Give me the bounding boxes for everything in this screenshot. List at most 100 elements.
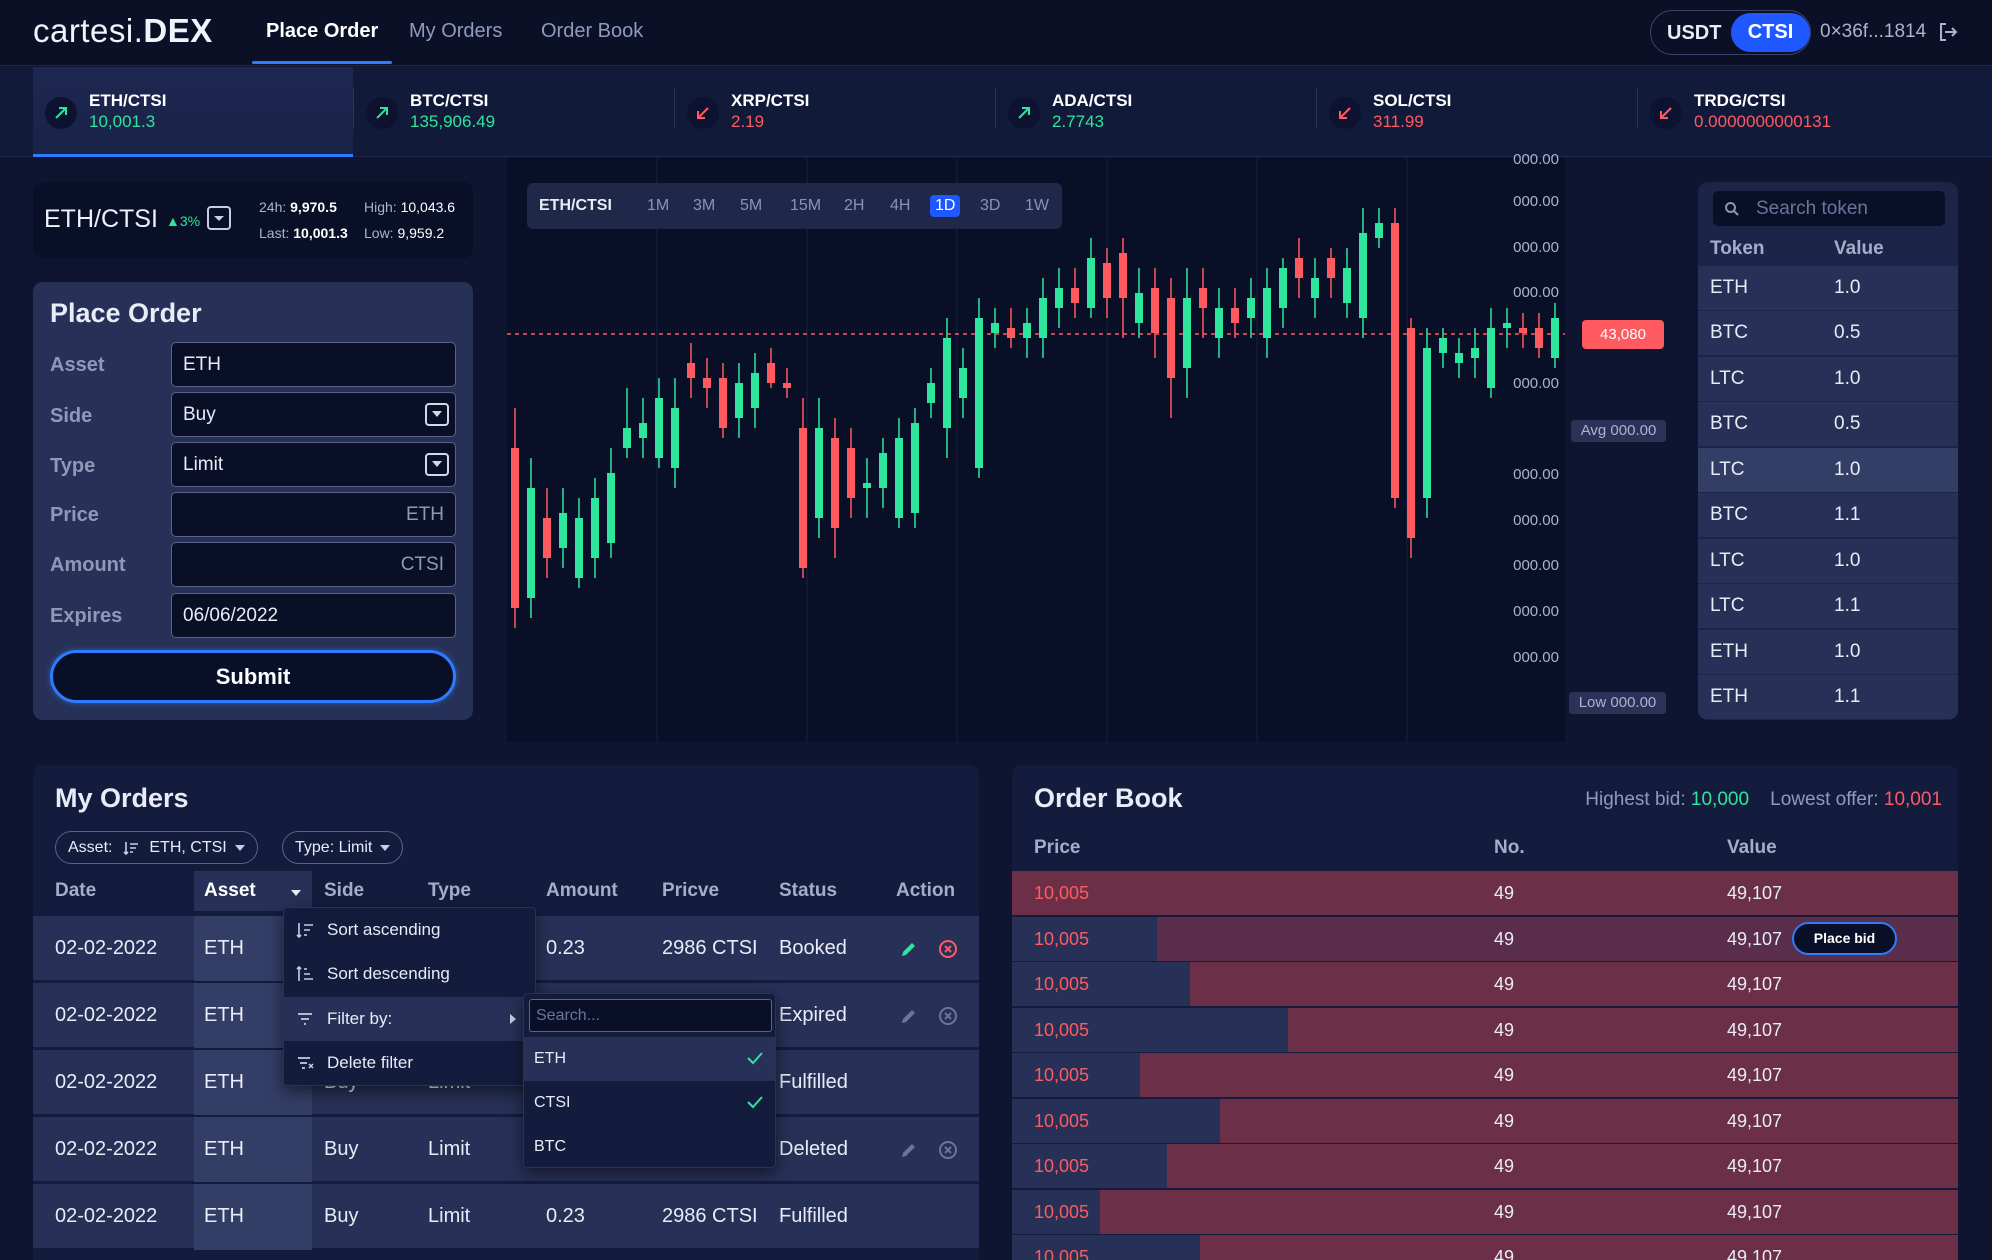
side-select[interactable]: Buy (171, 392, 456, 437)
book-row[interactable]: 10,005 49 49,107 (1012, 962, 1958, 1006)
y-axis-label: 000.00 (1513, 151, 1559, 168)
expires-field[interactable]: 06/06/2022 (171, 593, 456, 638)
edit-icon[interactable] (899, 1006, 919, 1026)
tab-place-order[interactable]: Place Order (266, 20, 379, 42)
token-row[interactable]: LTC 1.1 (1698, 583, 1958, 628)
ticker-item[interactable]: ADA/CTSI 2.7743 (996, 67, 1316, 157)
timeframe-1m[interactable]: 1M (647, 197, 670, 214)
book-row[interactable]: 10,005 49 49,107 Place bid (1012, 917, 1958, 961)
col-header-type[interactable]: Type (428, 880, 471, 901)
order-book-title: Order Book (1034, 783, 1183, 813)
candle-body (591, 498, 599, 558)
timeframe-1d[interactable]: 1D (930, 195, 961, 217)
book-row[interactable]: 10,005 49 49,107 (1012, 1008, 1958, 1052)
candle-body (639, 423, 647, 438)
type-select[interactable]: Limit (171, 442, 456, 487)
ticker-item[interactable]: ETH/CTSI 10,001.3 (33, 67, 353, 157)
wallet-address[interactable]: 0×36f...1814 (1820, 21, 1927, 42)
sort-descending-icon (296, 966, 313, 981)
token-row[interactable]: LTC 1.0 (1698, 447, 1958, 492)
filter-option-ctsi[interactable]: CTSI (524, 1081, 775, 1125)
stat-high-value: 10,043.6 (400, 199, 456, 215)
order-date: 02-02-2022 (55, 1004, 158, 1026)
book-row[interactable]: 10,005 49 49,107 (1012, 1053, 1958, 1097)
toggle-ctsi[interactable]: CTSI (1731, 13, 1810, 52)
token-name: ETH (1710, 641, 1748, 662)
asset-filter-chip[interactable]: Asset: ETH, CTSI (55, 831, 258, 864)
book-no: 49 (1494, 1111, 1515, 1131)
ticker-item[interactable]: BTC/CTSI 135,906.49 (354, 67, 674, 157)
token-row[interactable]: ETH 1.0 (1698, 629, 1958, 674)
stat-last: Last: 10,001.3 (259, 225, 348, 241)
token-header: Token (1710, 238, 1765, 259)
cancel-icon[interactable] (938, 939, 958, 959)
chevron-down-icon (425, 453, 449, 476)
currency-toggle[interactable]: USDT CTSI (1650, 10, 1811, 55)
menu-filter-by[interactable]: Filter by: (284, 997, 535, 1041)
filter-option-label: BTC (534, 1138, 566, 1155)
place-bid-button[interactable]: Place bid (1792, 922, 1897, 955)
token-row[interactable]: LTC 1.0 (1698, 356, 1958, 401)
logout-icon[interactable] (1937, 21, 1959, 43)
cancel-icon[interactable] (938, 1140, 958, 1160)
amount-field[interactable]: CTSI (171, 542, 456, 587)
timeframe-3m[interactable]: 3M (693, 197, 716, 214)
price-chart[interactable]: ETH/CTSI 1M 3M 5M 15M 2H 4H 1D 3D 1W 000… (507, 151, 1666, 742)
filter-search-input[interactable]: Search... (529, 999, 772, 1032)
edit-icon[interactable] (899, 1140, 919, 1160)
token-search-input[interactable]: Search token (1713, 191, 1945, 226)
token-row[interactable]: LTC 1.0 (1698, 538, 1958, 583)
timeframe-5m[interactable]: 5M (740, 197, 763, 214)
cancel-icon[interactable] (938, 1006, 958, 1026)
price-field[interactable]: ETH (171, 492, 456, 537)
candle-body (783, 383, 791, 388)
pair-select-button[interactable] (207, 206, 231, 230)
timeframe-1w[interactable]: 1W (1025, 197, 1049, 214)
col-header-status[interactable]: Status (779, 880, 838, 901)
ticker-item[interactable]: SOL/CTSI 311.99 (1317, 67, 1637, 157)
edit-icon[interactable] (899, 939, 919, 959)
timeframe-3d[interactable]: 3D (980, 197, 1001, 214)
order-status: Fulfilled (779, 1205, 848, 1227)
token-value: 1.1 (1834, 595, 1861, 616)
menu-sort-ascending[interactable]: Sort ascending (284, 908, 535, 952)
caret-down-icon[interactable] (290, 889, 302, 897)
ticker-item[interactable]: TRDG/CTSI 0.0000000000131 (1638, 67, 1958, 157)
ticker-item[interactable]: XRP/CTSI 2.19 (675, 67, 995, 157)
menu-sort-descending[interactable]: Sort descending (284, 952, 535, 996)
timeframe-2h[interactable]: 2H (844, 197, 865, 214)
filter-option-btc[interactable]: BTC (524, 1125, 775, 1169)
table-row[interactable]: 02-02-2022 ETH Buy Limit 0.23 2986 CTSI … (33, 1182, 979, 1250)
book-row[interactable]: 10,005 49 49,107 (1012, 1235, 1958, 1260)
col-header-asset[interactable]: Asset (204, 880, 256, 901)
type-filter-chip[interactable]: Type: Limit (282, 831, 404, 864)
brand-logo[interactable]: cartesi.DEX (33, 12, 213, 50)
col-header-price[interactable]: Pricve (662, 880, 720, 901)
timeframe-15m[interactable]: 15M (790, 197, 822, 214)
menu-delete-filter[interactable]: Delete filter (284, 1041, 535, 1085)
timeframe-4h[interactable]: 4H (890, 197, 911, 214)
book-price: 10,005 (1034, 929, 1090, 949)
col-header-side[interactable]: Side (324, 880, 365, 901)
filter-option-eth[interactable]: ETH (524, 1037, 775, 1081)
book-no: 49 (1494, 1020, 1515, 1040)
col-header-amount[interactable]: Amount (546, 880, 618, 901)
token-row[interactable]: BTC 0.5 (1698, 310, 1958, 355)
table-row[interactable]: 02-02-2022 ETH Buy Limit Deleted (33, 1115, 979, 1183)
book-row[interactable]: 10,005 49 49,107 (1012, 1144, 1958, 1188)
book-no: 49 (1494, 1156, 1515, 1176)
token-row[interactable]: ETH 1.0 (1698, 265, 1958, 310)
book-row[interactable]: 10,005 49 49,107 (1012, 1099, 1958, 1143)
col-header-date[interactable]: Date (55, 880, 97, 901)
token-row[interactable]: BTC 0.5 (1698, 401, 1958, 446)
submit-button[interactable]: Submit (50, 650, 456, 703)
tab-my-orders[interactable]: My Orders (409, 20, 503, 42)
book-row[interactable]: 10,005 49 49,107 (1012, 871, 1958, 915)
tab-order-book[interactable]: Order Book (541, 20, 644, 42)
token-row[interactable]: BTC 1.1 (1698, 492, 1958, 537)
token-row[interactable]: ETH 1.1 (1698, 674, 1958, 719)
asset-field[interactable]: ETH (171, 342, 456, 387)
toggle-usdt[interactable]: USDT (1667, 22, 1722, 44)
candle-body (1263, 288, 1271, 338)
book-row[interactable]: 10,005 49 49,107 (1012, 1190, 1958, 1234)
